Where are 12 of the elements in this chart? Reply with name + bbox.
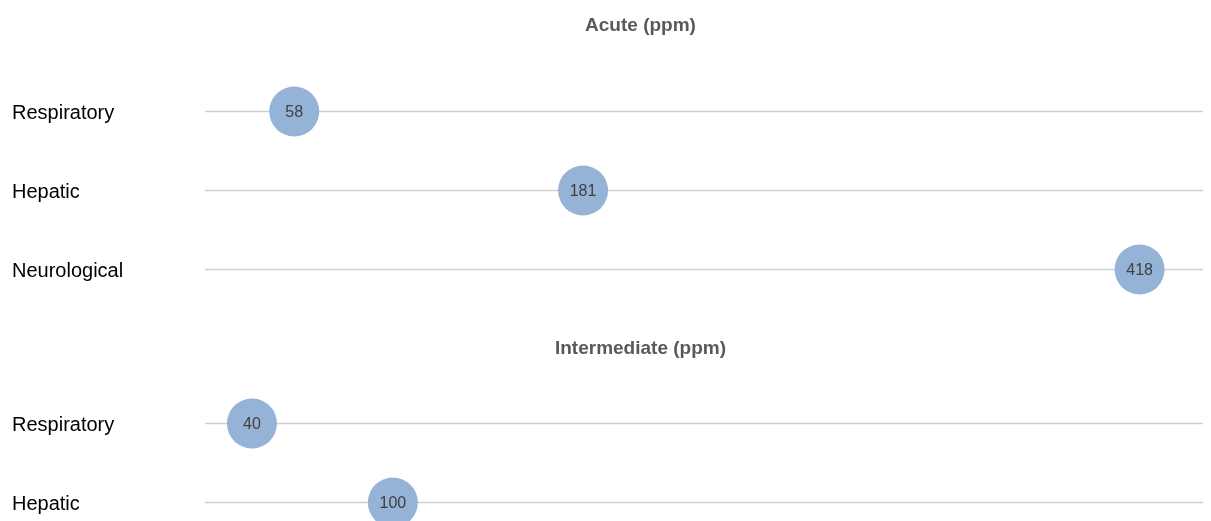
- data-label: 181: [569, 182, 597, 200]
- y-tick-label: Respiratory: [12, 100, 115, 123]
- data-label: 58: [285, 103, 304, 121]
- data-label: 40: [243, 415, 261, 433]
- y-tick-label: Hepatic: [12, 179, 80, 202]
- data-label: 100: [379, 494, 407, 512]
- chart-title: Intermediate (ppm): [554, 336, 727, 360]
- y-tick-label: Neurological: [12, 258, 124, 281]
- chart-title: Acute (ppm): [584, 13, 697, 37]
- data-label: 418: [1126, 261, 1154, 279]
- y-tick-label: Hepatic: [12, 491, 80, 514]
- y-tick-label: Respiratory: [12, 412, 115, 435]
